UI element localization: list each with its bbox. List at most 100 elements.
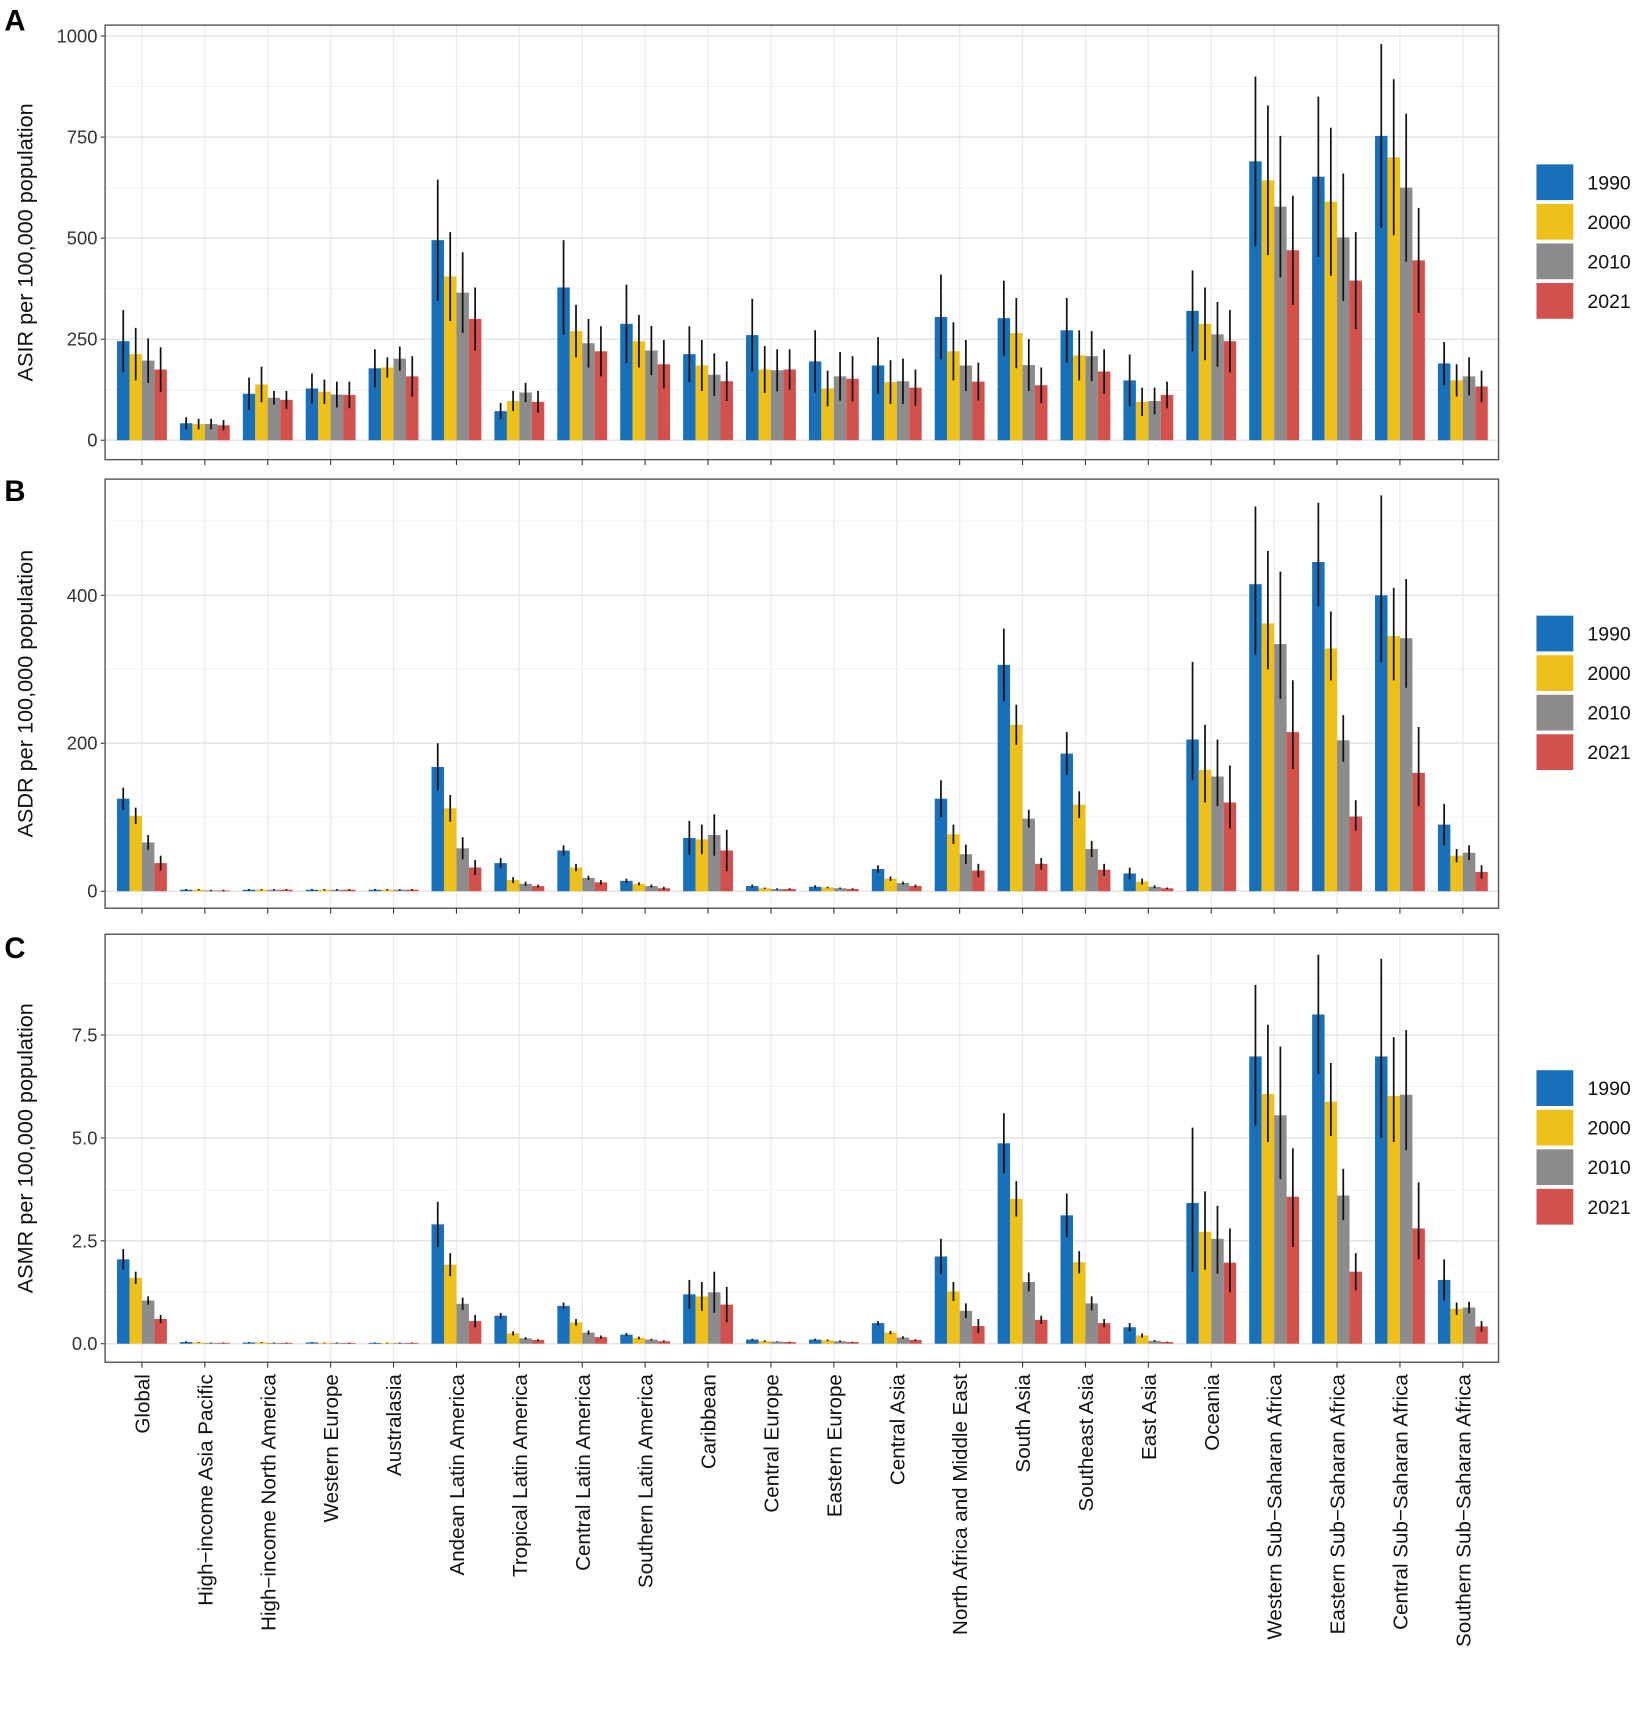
bar-2000-6	[506, 1333, 520, 1344]
bar-1990-0	[117, 798, 130, 892]
bar-2000-1	[192, 1342, 205, 1344]
bar-2021-16	[1160, 888, 1174, 892]
bar-1990-13	[934, 1256, 948, 1344]
bar-2010-20	[1399, 638, 1413, 892]
bar-2010-1	[204, 1342, 218, 1344]
bar-2021-6	[531, 886, 545, 892]
y-tick-label: 7.5	[72, 1025, 98, 1046]
bar-2010-6	[519, 883, 532, 892]
bar-2000-12	[884, 382, 897, 441]
y-axis-title: ASIR per 100,000 population	[13, 103, 38, 381]
x-axis-labels: Global High−income Asia Pacific High−incom…	[132, 1374, 1476, 1647]
legend-label: 2000	[1587, 1118, 1631, 1140]
bar-1990-13	[934, 316, 948, 441]
bar-2010-20	[1399, 1094, 1413, 1344]
bar-2010-1	[204, 424, 218, 441]
bar-2021-12	[909, 886, 922, 892]
bar-2000-3	[318, 391, 331, 441]
bar-2000-19	[1324, 648, 1338, 892]
bar-1990-18	[1249, 584, 1262, 892]
y-axis-title: ASMR per 100,000 population	[13, 1003, 38, 1293]
bar-1990-5	[431, 1224, 444, 1344]
bar-2010-7	[582, 1332, 595, 1344]
bar-2010-9	[708, 1292, 721, 1344]
legend-swatch-2000	[1536, 655, 1574, 691]
bar-2000-0	[129, 815, 142, 892]
bar-2010-14	[1022, 818, 1036, 892]
panel-c: 0.0 2.5 5.0 7.5 ASMR per 100,000 population C…	[4, 933, 1631, 1368]
bar-2010-8	[645, 350, 658, 441]
bar-2010-15	[1085, 1303, 1098, 1344]
y-tick-label: 0	[87, 430, 97, 451]
bar-2010-7	[582, 343, 595, 441]
bar-2010-0	[141, 1300, 155, 1344]
bar-2021-15	[1097, 371, 1111, 441]
legend-label: 2010	[1587, 1157, 1631, 1179]
bar-2021-11	[846, 378, 859, 441]
x-tick-label: Central Asia	[886, 1374, 909, 1486]
bar-2010-13	[959, 365, 973, 441]
x-tick-label: Caribbean	[698, 1374, 721, 1469]
bar-2000-17	[1198, 769, 1212, 892]
bar-2000-5	[443, 1264, 457, 1344]
bar-2010-16	[1148, 1340, 1161, 1344]
y-tick-label: 250	[67, 329, 98, 350]
bar-2000-0	[129, 354, 142, 441]
bar-2010-18	[1274, 206, 1287, 441]
bar-2021-7	[594, 882, 608, 892]
x-tick-label: South Asia	[1012, 1374, 1035, 1473]
bar-2021-17	[1223, 802, 1237, 892]
x-tick-label: Western Sub−Saharan Africa	[1264, 1374, 1287, 1640]
bar-2010-3	[330, 394, 344, 441]
bar-1990-16	[1123, 380, 1136, 441]
bar-1990-20	[1375, 595, 1388, 892]
bar-1990-15	[1060, 1215, 1073, 1344]
bar-2000-13	[947, 351, 960, 441]
bar-1990-9	[683, 354, 696, 441]
x-tick-label: Eastern Sub−Saharan Africa	[1327, 1374, 1350, 1635]
bar-1990-1	[179, 423, 193, 441]
bar-2010-10	[770, 888, 784, 892]
bar-2021-20	[1412, 1228, 1425, 1344]
bar-2010-7	[582, 877, 595, 892]
x-tick-label: High−income Asia Pacific	[194, 1374, 217, 1606]
bar-2021-12	[909, 387, 922, 441]
bar-1990-9	[683, 837, 696, 892]
bar-2000-12	[884, 878, 897, 892]
bar-1990-0	[117, 341, 130, 441]
bar-2021-3	[343, 889, 356, 892]
bar-2021-0	[154, 1319, 167, 1344]
bar-1990-21	[1437, 363, 1451, 441]
bar-1990-21	[1437, 824, 1451, 892]
bar-2000-12	[884, 1332, 897, 1344]
bar-2021-5	[468, 867, 482, 892]
bar-1990-8	[620, 880, 633, 892]
bar-2000-11	[821, 1340, 834, 1344]
bar-2021-1	[217, 425, 230, 441]
bar-2021-15	[1097, 869, 1111, 892]
legend: 1990 2000 2010 2021	[1536, 1070, 1631, 1225]
bar-2010-17	[1211, 334, 1224, 441]
bar-1990-11	[808, 361, 822, 441]
bar-2021-9	[720, 1304, 733, 1344]
bar-2000-20	[1387, 157, 1400, 441]
bar-2021-19	[1349, 280, 1362, 441]
bar-2010-0	[141, 842, 155, 892]
bar-2021-7	[594, 351, 608, 441]
bar-2021-21	[1475, 386, 1488, 441]
bar-1990-7	[557, 1305, 570, 1344]
bar-2021-0	[154, 369, 167, 441]
bar-2010-5	[456, 292, 469, 441]
panel-a: 0 250 500 750 1000 ASIR per 100,000 populatio…	[4, 6, 1631, 466]
bar-2021-14	[1035, 863, 1048, 892]
legend-swatch-2000	[1536, 203, 1574, 240]
legend-label: 2021	[1587, 742, 1630, 764]
x-tick-label: Global	[132, 1374, 155, 1433]
bar-2000-7	[569, 331, 583, 441]
bar-1990-18	[1249, 1056, 1262, 1344]
panel-b: 0 200 400 ASDR per 100,000 population B 1990 2…	[4, 476, 1631, 914]
x-tick-label: Oceania	[1201, 1374, 1224, 1451]
bar-2000-9	[695, 365, 709, 441]
panel-letter: A	[4, 6, 25, 38]
bar-1990-12	[871, 1323, 885, 1344]
